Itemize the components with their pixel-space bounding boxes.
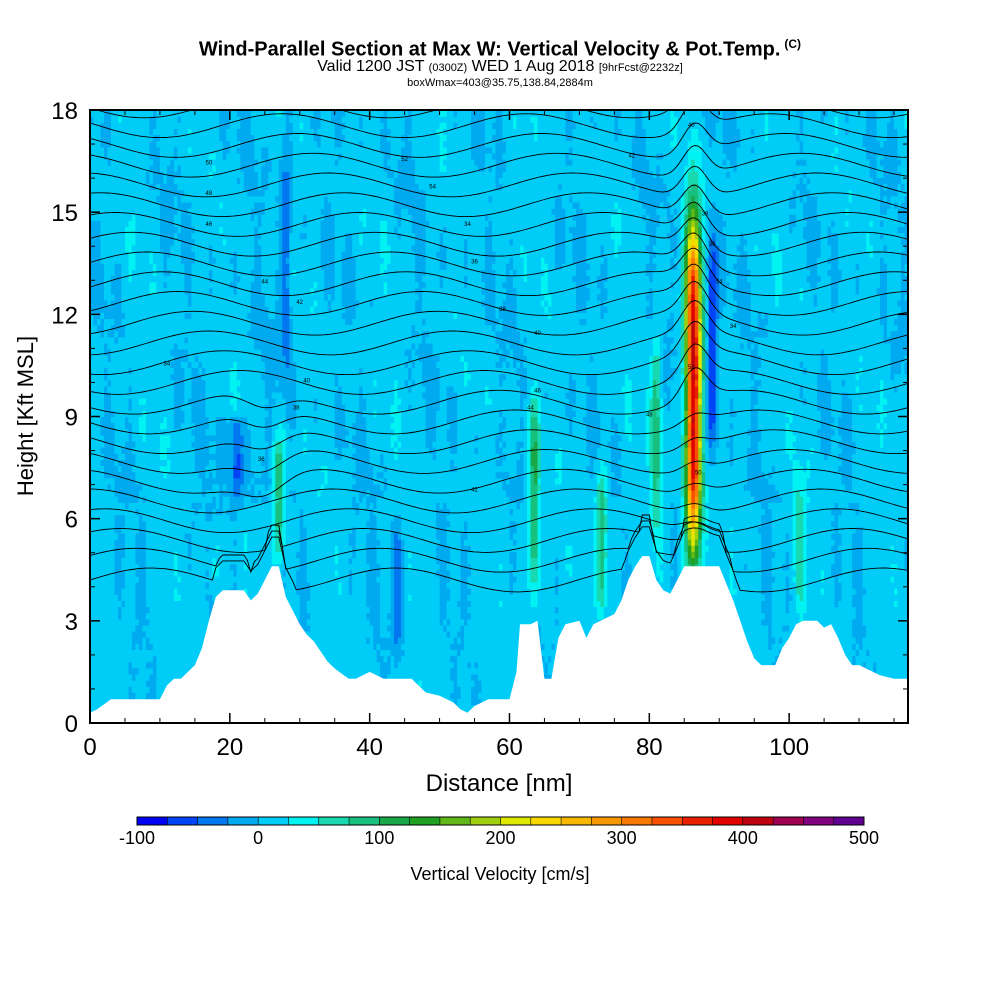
colorbar-tick-label: 400: [728, 828, 758, 848]
isentrope-label: 34: [730, 324, 737, 330]
isentrope-label: 38: [702, 212, 709, 218]
colorbar-swatch: [228, 817, 259, 825]
isentrope-label: 40: [303, 378, 310, 384]
y-axis-label: Height [Kft MSL]: [13, 336, 38, 496]
isentrope-label: 34: [164, 361, 171, 367]
isentrope-label: 38: [293, 406, 300, 412]
isentrope-label: 44: [527, 406, 534, 412]
y-tick-label: 12: [51, 302, 78, 329]
y-tick-label: 15: [51, 200, 78, 227]
colorbar-swatch: [743, 817, 774, 825]
colorbar-swatch: [349, 817, 380, 825]
y-tick-label: 3: [65, 609, 78, 636]
isentrope-label: 46: [206, 222, 213, 228]
colorbar-tick-label: 300: [607, 828, 637, 848]
y-tick-label: 0: [65, 711, 78, 738]
isentrope-label: 52: [688, 365, 695, 371]
colorbar-swatch: [167, 817, 198, 825]
colorbar-tick-label: 200: [485, 828, 515, 848]
x-tick-label: 40: [356, 734, 383, 761]
colorbar-swatch: [803, 817, 834, 825]
colorbar-swatch: [682, 817, 713, 825]
isentrope-label: 38: [499, 307, 506, 313]
x-axis-label: Distance [nm]: [426, 770, 573, 797]
isentrope-label: 36: [471, 259, 478, 265]
colorbar-swatch: [258, 817, 289, 825]
isentrope-label: 50: [206, 161, 213, 167]
y-tick-label: 9: [65, 405, 78, 432]
colorbar-swatch: [440, 817, 471, 825]
x-tick-label: 0: [83, 734, 96, 761]
colorbar-tick-label: 500: [849, 828, 879, 848]
isentrope-label: 40: [688, 123, 695, 129]
colorbar-swatch: [713, 817, 744, 825]
colorbar-tick-label: 0: [253, 828, 263, 848]
isentrope-label: 48: [646, 413, 653, 419]
isentrope-line: [90, 51, 908, 99]
colorbar-swatch: [531, 817, 562, 825]
isentrope-label: 42: [628, 154, 635, 160]
colorbar-swatch: [591, 817, 622, 825]
isentrope-label: 34: [464, 222, 471, 228]
isentrope-label: 54: [429, 184, 436, 190]
colorbar-swatch: [198, 817, 229, 825]
x-tick-label: 100: [769, 734, 809, 761]
colorbar-swatch: [622, 817, 653, 825]
x-tick-label: 60: [496, 734, 523, 761]
colorbar-swatch: [561, 817, 592, 825]
colorbar-label: Vertical Velocity [cm/s]: [410, 864, 589, 884]
colorbar-swatch: [470, 817, 501, 825]
colorbar-swatch: [410, 817, 441, 825]
colorbar-swatch: [652, 817, 683, 825]
isentrope-label: 44: [261, 280, 268, 286]
colorbar-swatch: [288, 817, 319, 825]
x-tick-label: 20: [216, 734, 243, 761]
isentrope-label: 52: [401, 157, 408, 163]
isentrope-label: 50: [695, 470, 702, 476]
colorbar-tick-label: -100: [119, 828, 155, 848]
colorbar-swatch: [834, 817, 865, 825]
colorbar-tick-label: 100: [364, 828, 394, 848]
colorbar-swatch: [137, 817, 168, 825]
isentrope-label: 42: [296, 300, 303, 306]
colorbar-swatch: [379, 817, 410, 825]
x-tick-label: 80: [636, 734, 663, 761]
isentrope-label: 46: [534, 389, 541, 395]
isentrope-label: 36: [709, 242, 716, 248]
isentrope-label: 42: [471, 487, 478, 493]
isentrope-label: 36: [258, 457, 265, 463]
colorbar-swatch: [501, 817, 532, 825]
cross-section-chart: 3436384042444648505254343638404244464850…: [0, 0, 1000, 1000]
y-tick-label: 18: [51, 98, 78, 125]
colorbar-swatch: [773, 817, 804, 825]
isentrope-label: 48: [206, 191, 213, 197]
y-tick-label: 6: [65, 507, 78, 534]
isentrope-label: 40: [534, 331, 541, 337]
isentrope-label: 54: [716, 280, 723, 286]
colorbar-swatch: [319, 817, 350, 825]
